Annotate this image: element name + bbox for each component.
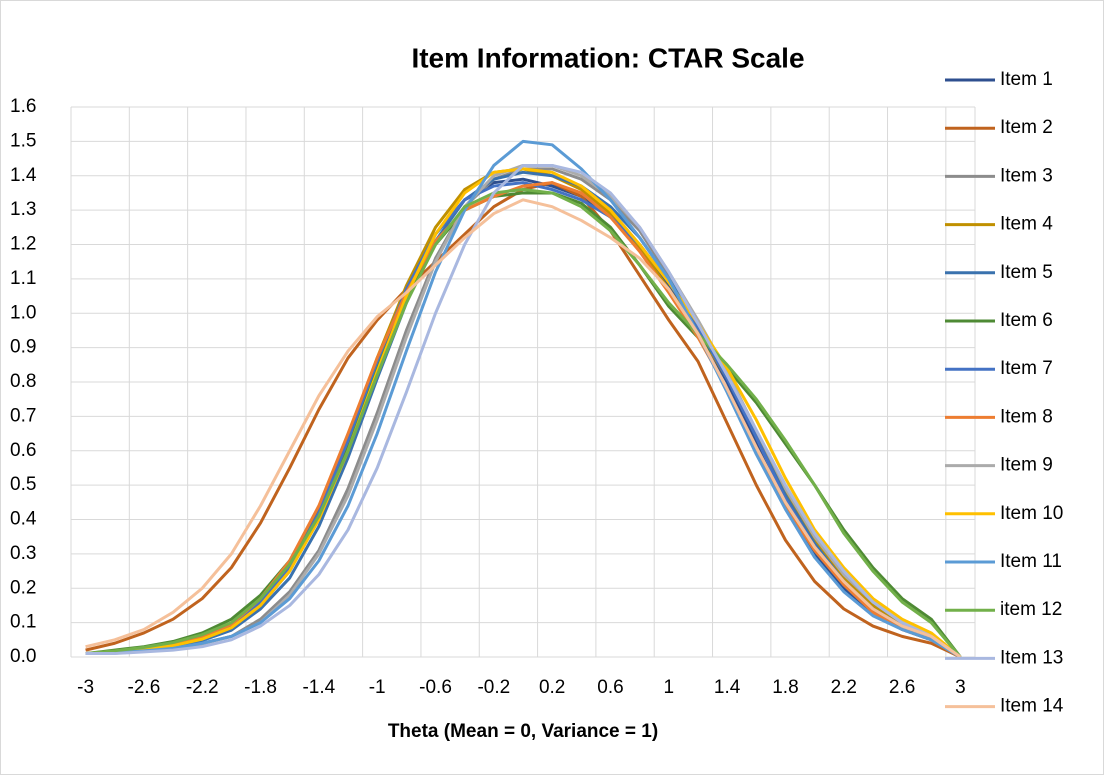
- series-line: [85, 139, 962, 659]
- x-tick-label: 1.8: [772, 677, 798, 698]
- y-tick-label: 1.4: [10, 165, 37, 186]
- legend-label: Item 7: [1000, 358, 1053, 379]
- x-tick-label: -1: [369, 677, 386, 698]
- x-tick-label: -0.6: [419, 677, 452, 698]
- y-tick-label: 0.6: [10, 440, 36, 461]
- legend-label: Item 4: [1000, 214, 1053, 235]
- y-tick-label: 0.0: [10, 646, 36, 667]
- y-tick-label: 0.2: [10, 577, 36, 598]
- x-tick-label: 1: [664, 677, 675, 698]
- x-tick-label: 0.2: [539, 677, 565, 698]
- x-tick-label: 2.2: [831, 677, 857, 698]
- y-tick-label: 0.4: [10, 509, 37, 530]
- x-tick-label: 3: [955, 677, 966, 698]
- y-tick-label: 0.3: [10, 543, 36, 564]
- series-line: [85, 188, 962, 658]
- y-tick-label: 1.0: [10, 302, 36, 323]
- x-tick-label: -2.2: [186, 677, 219, 698]
- y-tick-label: 0.5: [10, 474, 36, 495]
- chart-title: Item Information: CTAR Scale: [411, 42, 804, 73]
- legend-label: Item 13: [1000, 647, 1063, 668]
- x-tick-label: 0.6: [597, 677, 623, 698]
- y-tick-label: 1.1: [10, 268, 36, 289]
- series-line: [85, 198, 962, 659]
- x-tick-label: -1.8: [244, 677, 277, 698]
- series-line: [85, 163, 962, 659]
- x-tick-label: 2.6: [889, 677, 915, 698]
- legend-label: Item 9: [1000, 455, 1053, 476]
- x-tick-label: -2.6: [128, 677, 161, 698]
- x-tick-label: -0.2: [477, 677, 510, 698]
- y-tick-label: 1.3: [10, 199, 36, 220]
- y-tick-label: 1.6: [10, 96, 36, 117]
- x-tick-label: 1.4: [714, 677, 741, 698]
- y-tick-label: 0.8: [10, 371, 36, 392]
- legend-label: Item 5: [1000, 262, 1053, 283]
- x-axis-title: Theta (Mean = 0, Variance = 1): [388, 721, 658, 742]
- legend-label: Item 10: [1000, 503, 1063, 524]
- series-line: [85, 181, 962, 659]
- series-line: [85, 167, 962, 659]
- y-tick-label: 1.2: [10, 234, 36, 255]
- legend-label: Item 14: [1000, 696, 1064, 717]
- legend-label: item 12: [1000, 599, 1062, 620]
- x-tick-label: -1.4: [302, 677, 335, 698]
- series-line: [85, 170, 962, 659]
- x-tick-label: -3: [77, 677, 94, 698]
- y-tick-label: 0.7: [10, 405, 36, 426]
- y-tick-label: 1.5: [10, 130, 36, 151]
- legend-label: Item 1: [1000, 69, 1053, 90]
- legend-label: Item 2: [1000, 117, 1053, 138]
- y-tick-label: 0.9: [10, 337, 36, 358]
- legend-label: Item 8: [1000, 406, 1053, 427]
- legend-label: Item 11: [1000, 551, 1062, 572]
- legend-label: Item 3: [1000, 165, 1053, 186]
- legend-label: Item 6: [1000, 310, 1053, 331]
- y-tick-label: 0.1: [10, 612, 36, 633]
